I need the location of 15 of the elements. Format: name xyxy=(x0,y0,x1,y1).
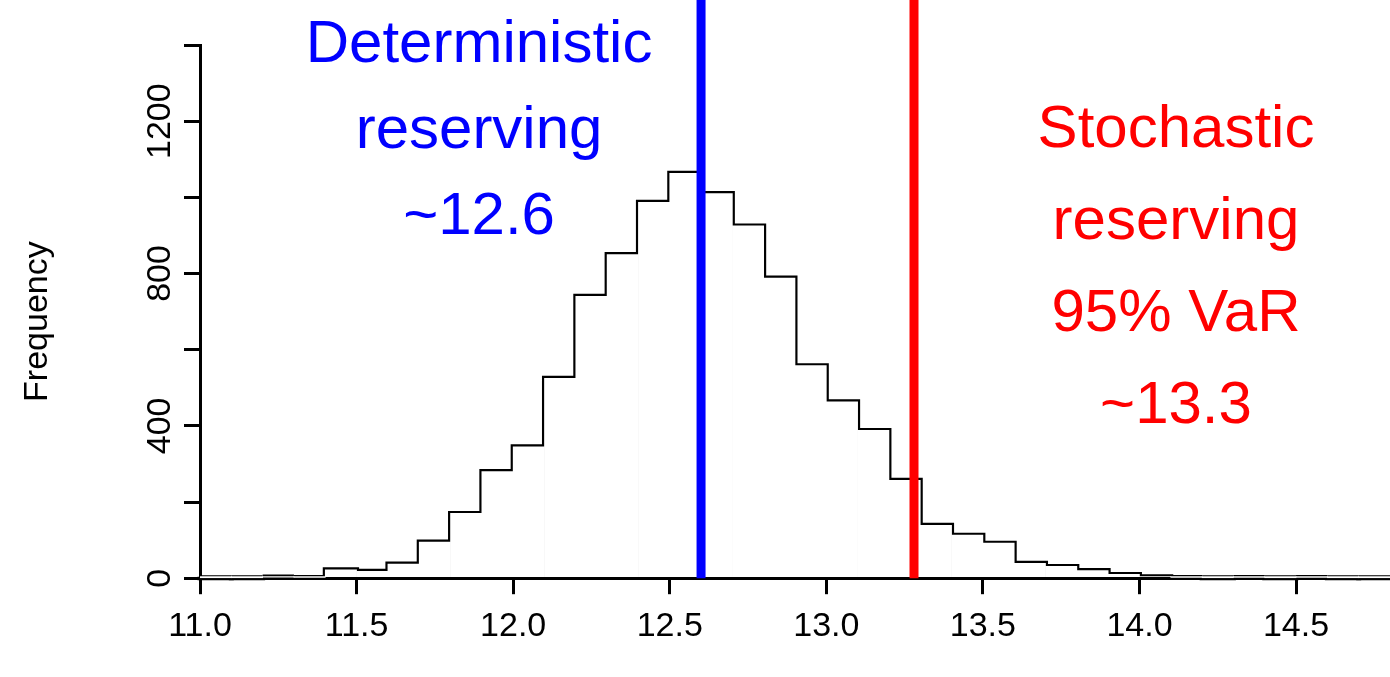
x-tick-label: 14.0 xyxy=(1106,604,1173,643)
x-tick-label: 14.5 xyxy=(1262,604,1330,643)
x-tick-label: 11.5 xyxy=(324,604,389,643)
y-tick-label: 400 xyxy=(139,397,178,455)
x-tick-label: 12.5 xyxy=(636,604,703,643)
x-tick-label: 13.5 xyxy=(949,604,1016,643)
x-tick-label: 11.0 xyxy=(168,604,232,643)
y-tick-label: 0 xyxy=(139,568,178,588)
y-axis-title: Frequency xyxy=(16,241,55,402)
ref-line-label: Stochastic reserving 95% VaR ~13.3 xyxy=(1037,92,1315,436)
ref-line-label: Deterministic reserving ~12.6 xyxy=(305,7,653,247)
y-tick-label: 800 xyxy=(139,245,178,302)
x-tick-label: 12.0 xyxy=(480,604,547,643)
x-tick-label: 13.0 xyxy=(793,604,860,643)
y-tick-label: 1200 xyxy=(139,83,178,159)
